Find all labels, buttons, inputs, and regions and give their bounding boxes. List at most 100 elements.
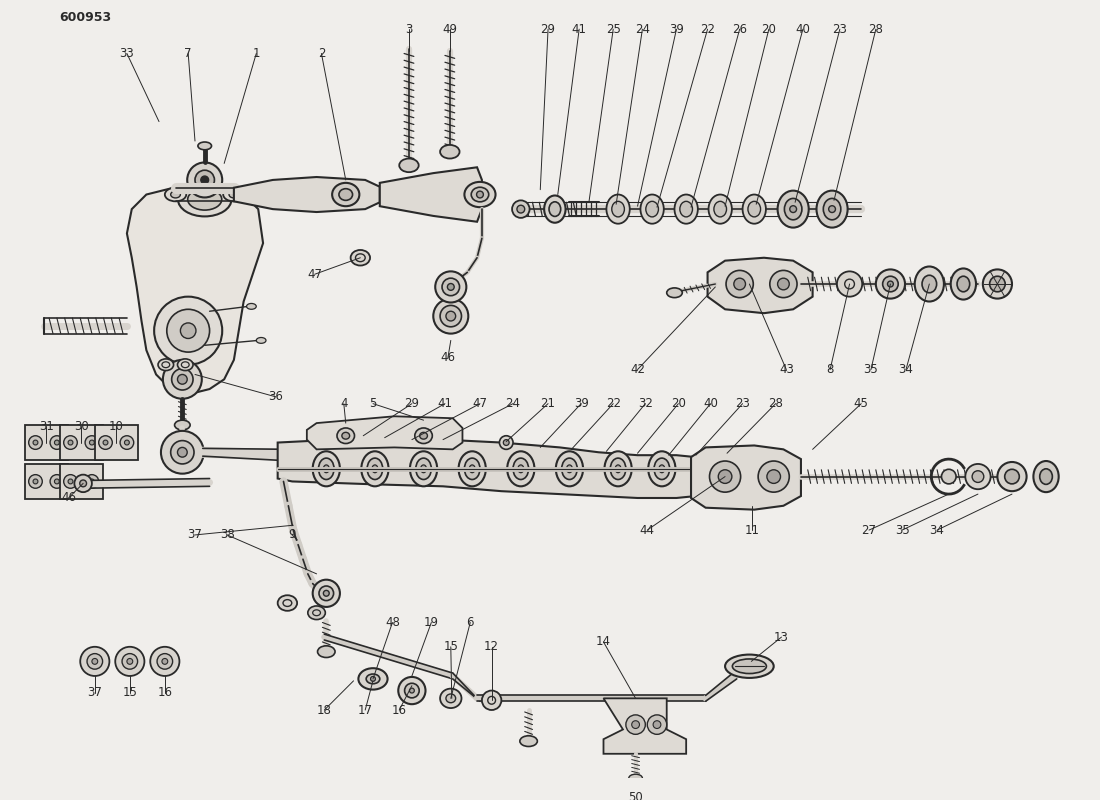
Text: 8: 8	[826, 363, 834, 376]
Ellipse shape	[612, 202, 625, 217]
Text: 15: 15	[122, 686, 138, 699]
Ellipse shape	[957, 276, 970, 292]
Ellipse shape	[966, 464, 991, 490]
Text: 39: 39	[669, 22, 684, 36]
Ellipse shape	[816, 190, 848, 227]
Text: 19: 19	[424, 616, 439, 629]
Bar	[25, 425, 67, 460]
Circle shape	[177, 447, 187, 457]
Ellipse shape	[33, 440, 37, 445]
Ellipse shape	[126, 658, 133, 664]
Circle shape	[163, 360, 201, 398]
Ellipse shape	[507, 451, 535, 486]
Ellipse shape	[680, 202, 693, 217]
Circle shape	[201, 176, 209, 184]
Text: 20: 20	[761, 22, 777, 36]
Text: 15: 15	[443, 640, 459, 654]
Ellipse shape	[89, 440, 95, 445]
Text: 25: 25	[606, 22, 620, 36]
Ellipse shape	[790, 206, 796, 213]
Text: 50: 50	[628, 791, 643, 800]
Ellipse shape	[610, 458, 626, 479]
Text: 2: 2	[318, 47, 326, 60]
Ellipse shape	[667, 288, 682, 298]
Circle shape	[177, 374, 187, 384]
Ellipse shape	[85, 474, 99, 488]
Ellipse shape	[85, 436, 99, 450]
Ellipse shape	[674, 194, 697, 224]
Ellipse shape	[440, 306, 462, 327]
Text: 13: 13	[774, 630, 789, 643]
Ellipse shape	[64, 474, 77, 488]
Ellipse shape	[556, 451, 583, 486]
Circle shape	[170, 441, 194, 464]
Ellipse shape	[80, 646, 109, 676]
Ellipse shape	[323, 465, 329, 473]
Text: 27: 27	[861, 523, 877, 537]
Ellipse shape	[888, 281, 893, 287]
Ellipse shape	[410, 451, 437, 486]
Ellipse shape	[29, 474, 42, 488]
Ellipse shape	[319, 458, 334, 479]
Text: 49: 49	[442, 22, 458, 36]
Ellipse shape	[246, 303, 256, 310]
Ellipse shape	[64, 436, 77, 450]
Text: 41: 41	[572, 22, 586, 36]
Text: 44: 44	[640, 523, 654, 537]
Circle shape	[647, 715, 667, 734]
Circle shape	[154, 297, 222, 365]
Ellipse shape	[448, 283, 454, 290]
Ellipse shape	[778, 190, 808, 227]
Ellipse shape	[68, 479, 73, 484]
Ellipse shape	[648, 451, 675, 486]
Ellipse shape	[87, 654, 102, 669]
Text: 47: 47	[473, 397, 487, 410]
Text: 20: 20	[671, 397, 685, 410]
Polygon shape	[707, 258, 813, 313]
Text: 37: 37	[87, 686, 102, 699]
Ellipse shape	[198, 142, 211, 150]
Text: 24: 24	[506, 397, 520, 410]
Ellipse shape	[513, 458, 529, 479]
Ellipse shape	[99, 436, 112, 450]
Ellipse shape	[982, 270, 1012, 298]
Text: 29: 29	[405, 397, 419, 410]
Ellipse shape	[308, 606, 326, 619]
Ellipse shape	[157, 654, 173, 669]
Text: 26: 26	[733, 22, 747, 36]
Ellipse shape	[319, 586, 333, 601]
Ellipse shape	[659, 465, 664, 473]
Ellipse shape	[318, 646, 336, 658]
Ellipse shape	[517, 206, 525, 213]
Ellipse shape	[733, 659, 767, 674]
Ellipse shape	[708, 194, 732, 224]
Bar	[25, 464, 67, 499]
Text: 46: 46	[62, 491, 76, 505]
Text: 46: 46	[440, 351, 455, 365]
Circle shape	[180, 323, 196, 338]
Text: 48: 48	[385, 616, 400, 629]
Text: 14: 14	[596, 635, 611, 649]
Ellipse shape	[175, 420, 190, 430]
Bar	[95, 425, 138, 460]
Text: 12: 12	[484, 640, 499, 654]
Ellipse shape	[748, 202, 760, 217]
Text: 37: 37	[188, 529, 202, 542]
Ellipse shape	[549, 202, 561, 217]
Ellipse shape	[440, 145, 460, 158]
Text: 22: 22	[700, 22, 715, 36]
Ellipse shape	[339, 189, 353, 200]
Ellipse shape	[640, 194, 663, 224]
Ellipse shape	[513, 200, 529, 218]
Ellipse shape	[351, 250, 370, 266]
Polygon shape	[379, 167, 482, 222]
Bar	[59, 425, 102, 460]
Ellipse shape	[177, 359, 192, 370]
Ellipse shape	[162, 658, 168, 664]
Bar	[59, 464, 102, 499]
Text: 42: 42	[630, 363, 645, 376]
Ellipse shape	[51, 436, 64, 450]
Ellipse shape	[54, 479, 59, 484]
Text: 36: 36	[268, 390, 283, 403]
Ellipse shape	[446, 311, 455, 321]
